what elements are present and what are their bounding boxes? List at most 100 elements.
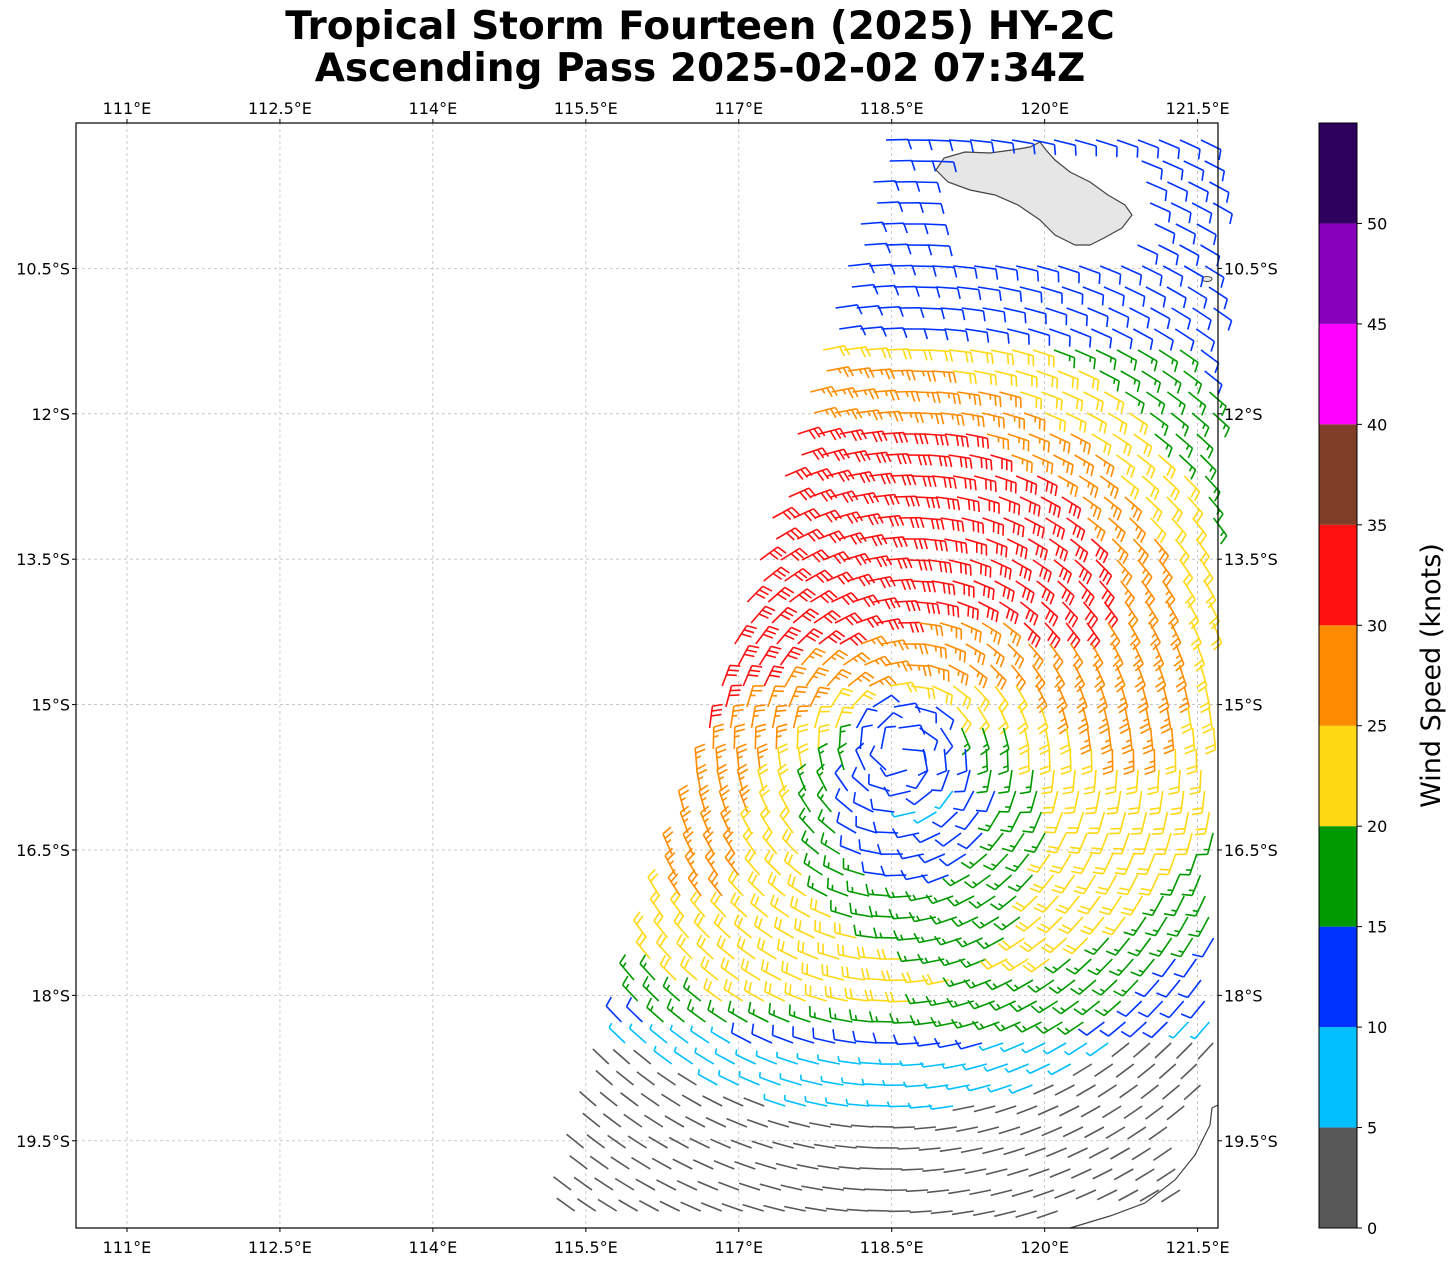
wind-barb-763 xyxy=(1080,916,1105,935)
wind-barb-197 xyxy=(1107,412,1128,435)
wind-barb-656 xyxy=(1067,832,1088,854)
wind-barb-133 xyxy=(990,349,1015,366)
wind-barb-464 xyxy=(721,664,741,687)
wind-barb-955 xyxy=(941,1063,966,1070)
wind-barb-830 xyxy=(740,958,761,981)
wind-barb-702 xyxy=(920,874,949,884)
wind-barb-1091 xyxy=(754,1161,777,1170)
wind-barb-295 xyxy=(982,517,1005,536)
wind-barb-449 xyxy=(906,664,932,677)
wind-barb-294 xyxy=(961,517,985,534)
wind-barb-1067 xyxy=(855,1145,878,1149)
wind-barb-316 xyxy=(965,538,988,556)
wind-barb-826 xyxy=(659,954,677,981)
wind-barb-1014 xyxy=(952,1105,975,1112)
wind-barb-1108 xyxy=(1113,1168,1134,1181)
wind-barb-1102 xyxy=(985,1168,1008,1176)
wind-barb-254 xyxy=(1015,475,1038,495)
wind-barb-153 xyxy=(1015,370,1038,388)
wind-barb-539 xyxy=(754,723,767,750)
wind-barb-279 xyxy=(1103,496,1122,521)
wind-barb-336 xyxy=(927,559,953,574)
wind-barb-85 xyxy=(1166,286,1187,309)
wind-barb-238 xyxy=(1116,454,1136,478)
wind-barb-971 xyxy=(677,1072,697,1086)
wind-barb-581 xyxy=(1104,769,1118,795)
wind-barb-27 xyxy=(1167,181,1189,202)
wind-barb-335 xyxy=(906,559,933,571)
wind-barb-619 xyxy=(834,787,853,813)
wind-barb-164 xyxy=(831,387,859,399)
wind-barb-258 xyxy=(1099,475,1119,499)
wind-barb-682 xyxy=(1049,853,1072,874)
wind-barb-660 xyxy=(1154,832,1172,855)
wind-barb-286 xyxy=(793,508,822,522)
wind-barb-854 xyxy=(662,976,681,1002)
wind-barb-194 xyxy=(1044,412,1067,432)
lon-tick-bottom-5: 118.5°E xyxy=(860,1238,924,1257)
wind-barb-917 xyxy=(771,1024,794,1044)
wind-barb-25 xyxy=(915,181,941,193)
wind-barb-801 xyxy=(716,935,735,960)
wind-barb-134 xyxy=(1011,349,1035,367)
wind-barb-845 xyxy=(1048,979,1076,994)
wind-barb-537 xyxy=(712,723,725,750)
wind-barb-20 xyxy=(1162,160,1184,181)
lat-tick-left-4: 16.5°S xyxy=(16,841,70,860)
wind-barb-721 xyxy=(767,872,786,897)
wind-barbs xyxy=(553,138,1233,1219)
wind-barb-474 xyxy=(931,685,953,706)
wind-barb-315 xyxy=(944,538,968,554)
wind-barb-691 xyxy=(704,848,719,876)
wind-barb-954 xyxy=(920,1061,945,1068)
wind-barb-1137 xyxy=(1096,1189,1118,1201)
wind-barb-549 xyxy=(956,748,968,776)
wind-barb-557 xyxy=(1123,748,1135,775)
wind-barb-102 xyxy=(1129,307,1150,329)
wind-barb-857 xyxy=(723,978,744,1002)
wind-barb-926 xyxy=(954,1039,983,1050)
wind-barb-1133 xyxy=(1011,1189,1034,1198)
wind-barb-1103 xyxy=(1007,1168,1029,1177)
wind-barb-11 xyxy=(1116,139,1139,158)
colorbar-bin-2 xyxy=(1319,926,1357,1028)
wind-barb-24 xyxy=(894,180,921,192)
wind-barb-835 xyxy=(841,965,866,981)
wind-barb-76 xyxy=(977,286,1002,302)
wind-barb-1018 xyxy=(1037,1105,1059,1116)
wind-barb-1109 xyxy=(1135,1168,1155,1182)
wind-barb-298 xyxy=(1045,517,1066,540)
wind-barb-821 xyxy=(1130,958,1155,977)
wind-barb-370 xyxy=(1183,580,1196,609)
wind-barb-459 xyxy=(1114,664,1126,693)
wind-barb-725 xyxy=(846,880,870,897)
wind-barb-1142 xyxy=(576,1198,597,1212)
wind-barb-81 xyxy=(1082,286,1105,306)
wind-barb-320 xyxy=(1048,538,1069,562)
wind-barb-671 xyxy=(820,832,841,855)
wind-barb-7 xyxy=(1032,139,1057,156)
wind-barb-470 xyxy=(847,671,875,687)
wind-barb-58 xyxy=(974,265,999,280)
wind-barb-789 xyxy=(1040,937,1068,954)
wind-barb-800 xyxy=(696,934,714,960)
wind-barb-409 xyxy=(1044,622,1061,649)
wind-barb-765 xyxy=(1123,916,1147,937)
wind-barb-823 xyxy=(1173,958,1197,978)
wind-barb-642 xyxy=(779,806,794,834)
wind-barb-796 xyxy=(1192,937,1215,958)
wind-barb-598 xyxy=(934,790,954,810)
wind-barb-0 xyxy=(885,138,913,150)
wind-barb-426 xyxy=(902,643,929,655)
wind-barb-589 xyxy=(757,763,769,792)
wind-barb-187 xyxy=(898,412,924,424)
wind-barb-713 xyxy=(1160,874,1181,896)
title-line-2: Ascending Pass 2025-02-02 07:34Z xyxy=(314,46,1086,91)
wind-barb-1161 xyxy=(972,1210,995,1217)
wind-barb-751 xyxy=(830,900,853,918)
wind-barb-678 xyxy=(960,853,988,869)
colorbar: 0 5 10 15 20 25 30 35 40 45 50 Wind Speed (knots) xyxy=(1318,122,1447,1238)
wind-barb-790 xyxy=(1062,937,1089,955)
wind-barb-1158 xyxy=(909,1210,932,1214)
wind-barb-757 xyxy=(950,916,979,928)
